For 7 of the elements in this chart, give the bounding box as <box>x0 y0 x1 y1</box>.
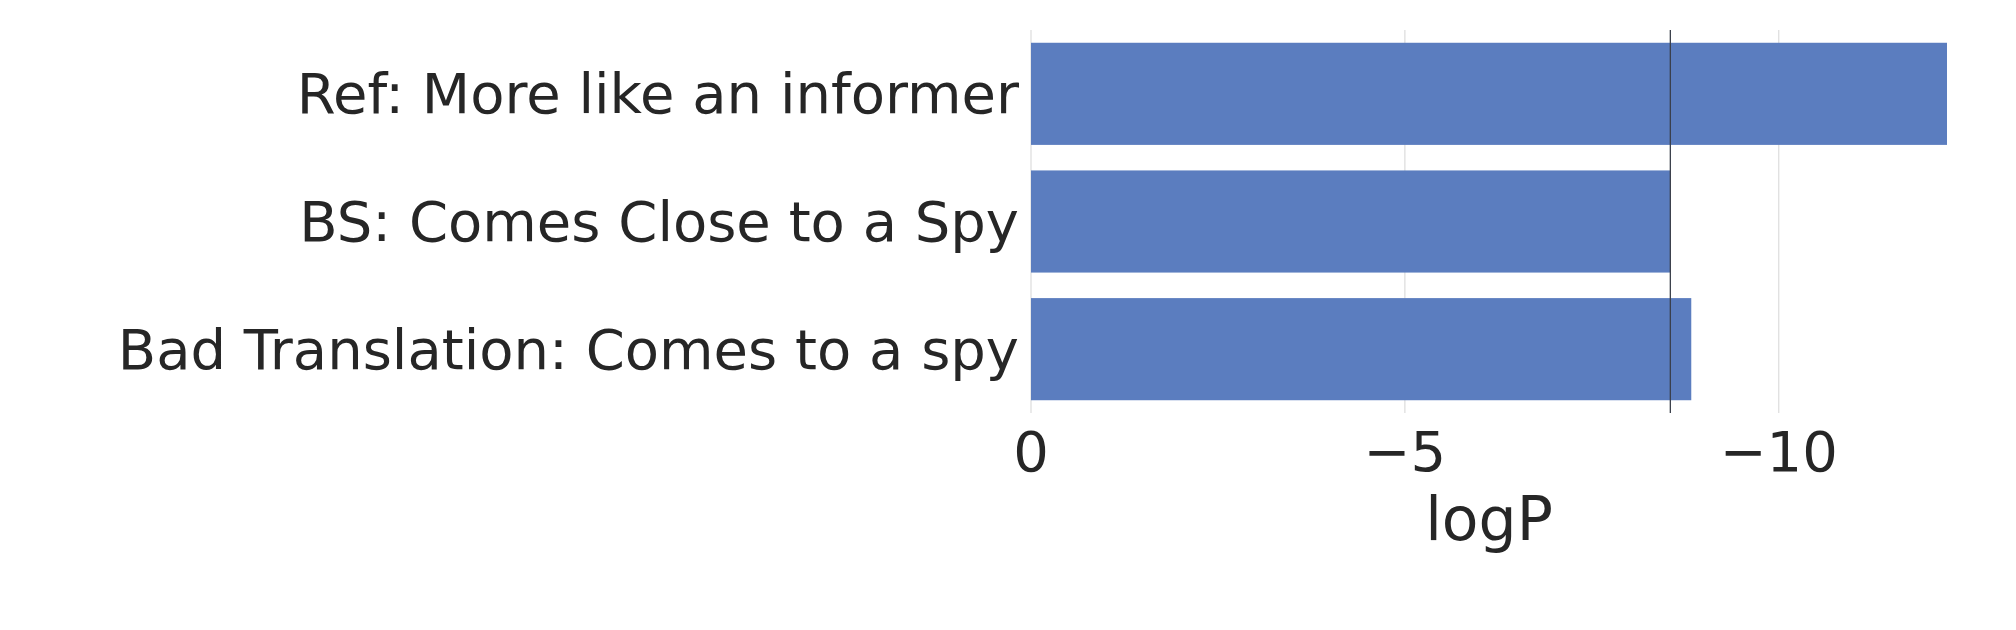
y-tick-label: Bad Translation: Comes to a spy <box>117 316 1019 382</box>
x-tick-label: 0 <box>1013 419 1049 484</box>
x-tick-label: −10 <box>1719 419 1838 484</box>
x-axis-title: logP <box>1425 484 1553 554</box>
y-tick-label: Ref: More like an informer <box>296 61 1020 127</box>
x-tick-label: −5 <box>1363 419 1447 484</box>
y-tick-label: BS: Comes Close to a Spy <box>299 189 1019 255</box>
